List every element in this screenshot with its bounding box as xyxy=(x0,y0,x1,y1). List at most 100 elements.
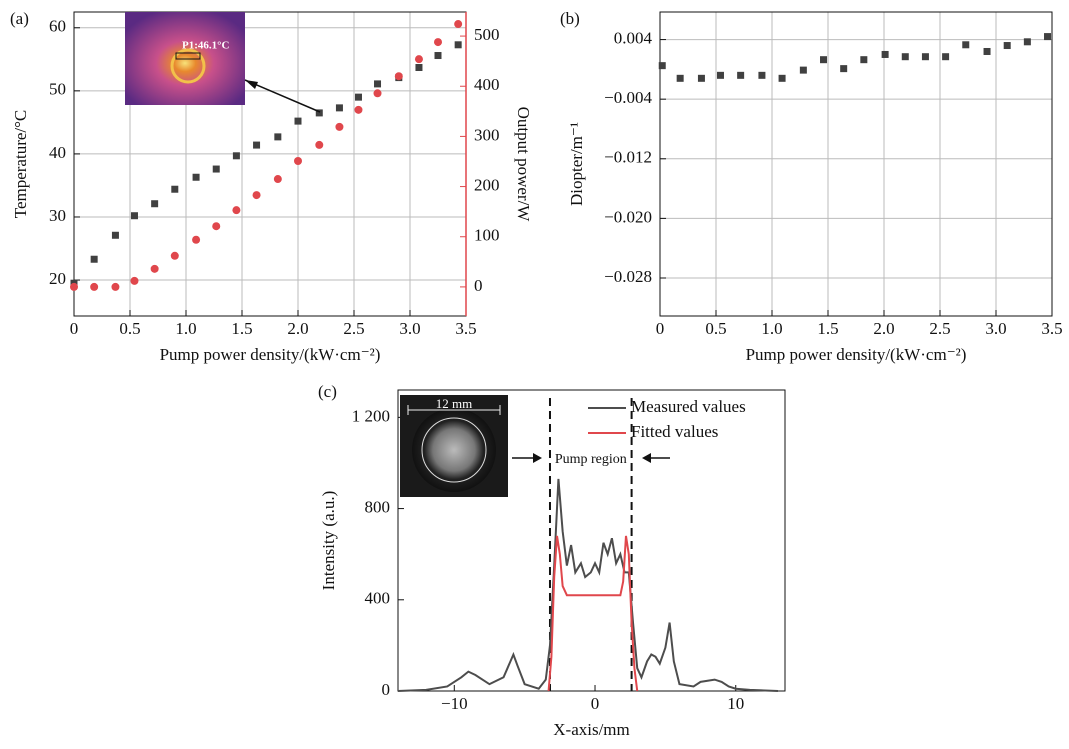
y-tick-label: 50 xyxy=(49,80,66,99)
x-tick-label: 3.0 xyxy=(399,319,420,338)
y-tick-label: 40 xyxy=(49,143,66,162)
point xyxy=(983,47,991,55)
y-axis-label: Intensity (a.u.) xyxy=(319,491,338,591)
point xyxy=(111,282,120,291)
x-tick-label: 1.5 xyxy=(231,319,252,338)
point xyxy=(658,62,666,70)
point xyxy=(799,66,807,74)
point xyxy=(315,109,323,117)
point xyxy=(70,282,78,291)
y-axis-label: Diopter/m⁻¹ xyxy=(567,122,586,206)
legend-label: Measured values xyxy=(631,397,746,416)
point xyxy=(697,74,705,82)
x-tick-label: 10 xyxy=(727,694,744,713)
point xyxy=(170,251,179,260)
y-tick-label: 30 xyxy=(49,206,66,225)
point xyxy=(130,212,138,220)
x-tick-label: 0 xyxy=(656,319,665,338)
point xyxy=(373,89,382,98)
region-label: Pump region xyxy=(555,452,627,467)
point xyxy=(354,105,363,114)
point xyxy=(1003,42,1011,50)
x-tick-label: 0.5 xyxy=(705,319,726,338)
y2-tick-label: 100 xyxy=(474,226,500,245)
inset-label: 12 mm xyxy=(436,396,472,411)
region-arrows xyxy=(512,453,670,463)
plot-frame xyxy=(397,389,786,692)
y-tick-label: 1 200 xyxy=(352,406,390,425)
chart: (c) −10 0 10 0 400 800 1 200 X-axis/mm Intensity … xyxy=(318,382,786,739)
chart: (b) 0 0.5 1.0 1.5 2.0 2.5 3.0 3.5 −0.028 −0.020 −0.… xyxy=(560,9,1063,364)
point xyxy=(171,185,179,193)
y-tick-label: 0 xyxy=(382,680,391,699)
x-axis-label: Pump power density/(kW·cm⁻²) xyxy=(160,345,381,364)
point xyxy=(374,80,382,88)
x-tick-label: 2.0 xyxy=(873,319,894,338)
point xyxy=(881,50,889,58)
x-tick-label: 2.5 xyxy=(929,319,950,338)
point xyxy=(737,71,745,79)
point xyxy=(942,53,950,61)
point xyxy=(192,235,201,244)
y-tick-label: 800 xyxy=(365,497,391,516)
point xyxy=(840,65,848,73)
point xyxy=(232,152,240,160)
point xyxy=(1023,38,1031,46)
x-tick-label: 0 xyxy=(591,694,600,713)
point xyxy=(130,276,139,285)
panel-label: (c) xyxy=(318,382,337,401)
point xyxy=(252,191,261,200)
inset-thermal: P1:46.1°C xyxy=(125,12,321,113)
legend-label: Fitted values xyxy=(631,422,718,441)
point xyxy=(212,165,220,173)
point xyxy=(150,264,159,273)
point xyxy=(192,173,200,181)
point xyxy=(434,38,442,47)
y-tick-label: 400 xyxy=(365,589,391,608)
x-tick-label: 1.0 xyxy=(761,319,782,338)
x-axis-label: X-axis/mm xyxy=(553,720,630,739)
point xyxy=(860,56,868,64)
point xyxy=(354,93,362,101)
point xyxy=(90,255,98,263)
y-tick-label: −0.020 xyxy=(604,207,652,226)
point xyxy=(335,104,343,112)
x-tick-label: −10 xyxy=(441,694,468,713)
inset-camera: 12 mm xyxy=(400,395,508,497)
point xyxy=(758,71,766,79)
point xyxy=(294,156,302,165)
point xyxy=(716,71,724,79)
y-tick-label: 20 xyxy=(49,269,66,288)
y2-tick-label: 300 xyxy=(474,125,500,144)
point xyxy=(90,282,99,291)
y2-tick-label: 0 xyxy=(474,276,483,295)
y-tick-label: −0.028 xyxy=(604,267,652,286)
x-tick-label: 1.5 xyxy=(817,319,838,338)
x-tick-label: 2.5 xyxy=(343,319,364,338)
panel-label: (b) xyxy=(560,9,580,28)
x-tick-label: 3.0 xyxy=(985,319,1006,338)
y-tick-label: −0.012 xyxy=(604,148,652,167)
point xyxy=(414,55,423,64)
point xyxy=(1044,33,1052,41)
point xyxy=(454,20,463,29)
point xyxy=(335,122,344,131)
point xyxy=(151,200,159,208)
inset-label: P1:46.1°C xyxy=(182,40,230,52)
point xyxy=(274,133,282,141)
y-tick-label: 60 xyxy=(49,17,66,36)
point xyxy=(394,72,403,81)
x-tick-label: 2.0 xyxy=(287,319,308,338)
y2-tick-label: 500 xyxy=(474,25,500,44)
point xyxy=(676,74,684,82)
series-line xyxy=(397,478,779,692)
x-axis-label: Pump power density/(kW·cm⁻²) xyxy=(746,345,967,364)
y2-tick-label: 200 xyxy=(474,175,500,194)
x-tick-label: 3.5 xyxy=(1041,319,1062,338)
point xyxy=(232,206,241,215)
point xyxy=(253,141,261,149)
point xyxy=(212,222,221,231)
x-tick-label: 0 xyxy=(70,319,79,338)
y2-axis-label: Output power/W xyxy=(514,107,533,223)
